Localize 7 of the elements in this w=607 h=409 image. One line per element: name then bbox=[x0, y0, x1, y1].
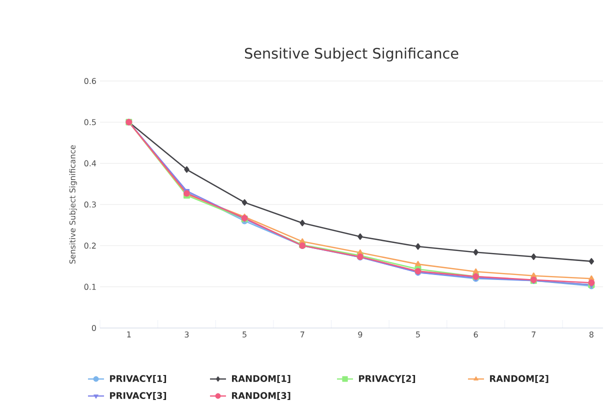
chart-title: Sensitive Subject Significance bbox=[244, 48, 458, 62]
legend-label: PRIVACY[2] bbox=[359, 375, 416, 384]
legend-label: PRIVACY[1] bbox=[110, 375, 166, 384]
legend-label: RANDOM[2] bbox=[490, 375, 548, 384]
legend-label: RANDOM[3] bbox=[232, 392, 290, 400]
legend-label: PRIVACY[3] bbox=[110, 392, 166, 400]
legend-label: RANDOM[1] bbox=[232, 375, 290, 384]
